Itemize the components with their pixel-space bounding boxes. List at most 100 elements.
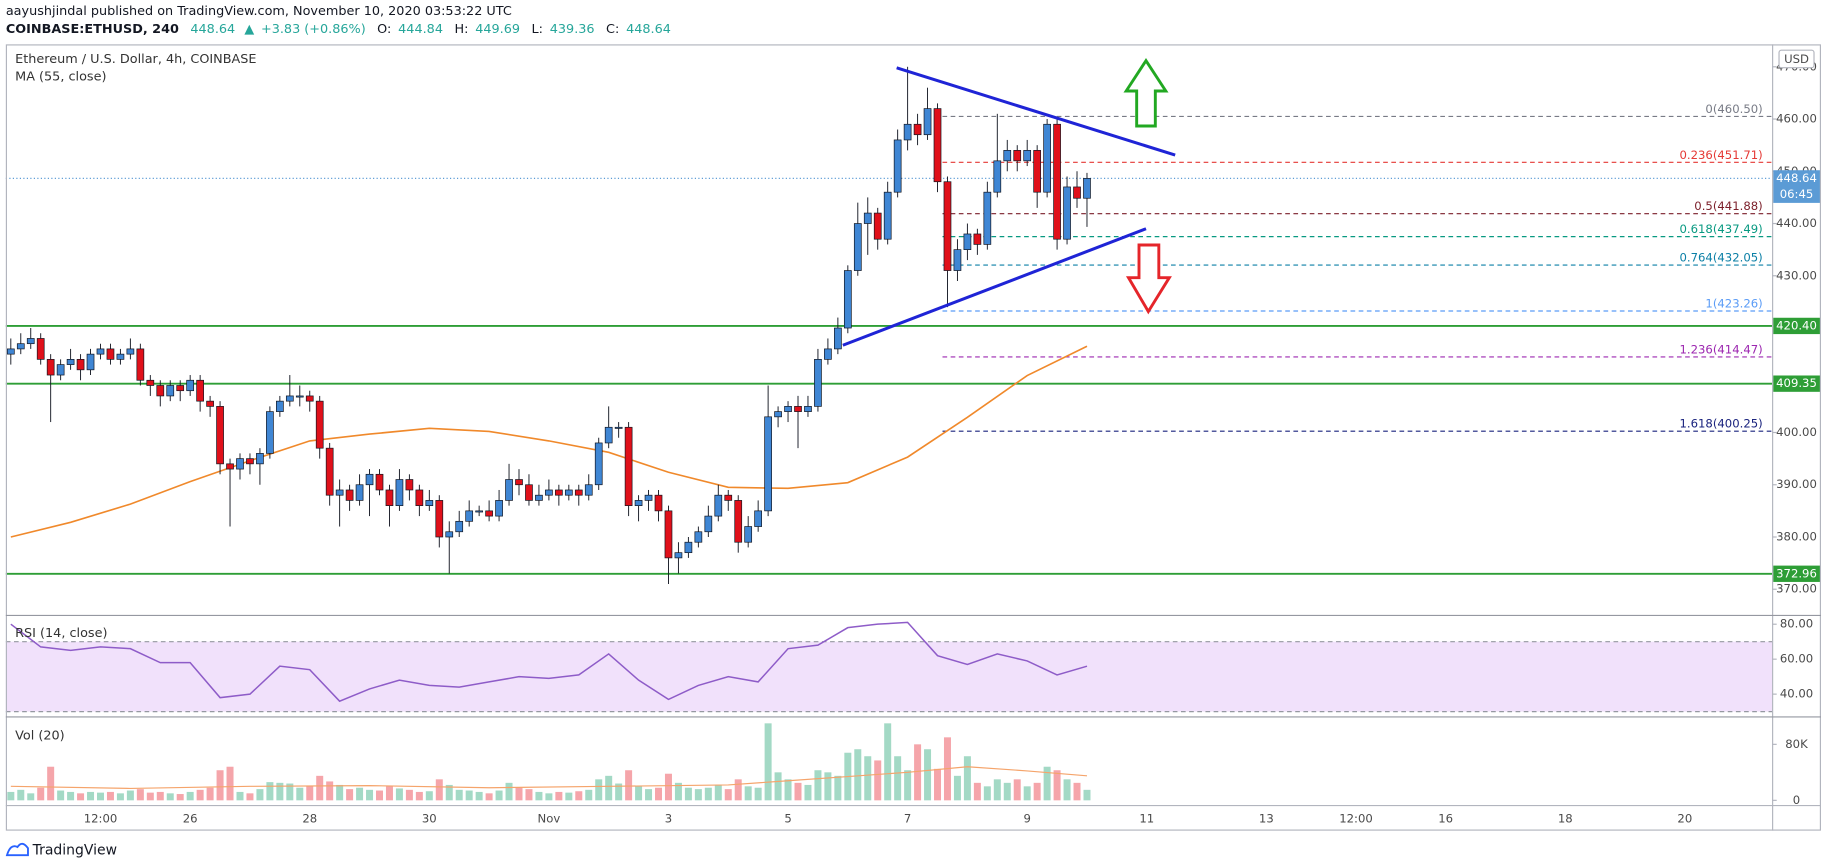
x-tick-label: 7 (904, 811, 911, 825)
volume-bar (1053, 770, 1061, 801)
volume-bar (625, 770, 633, 801)
volume-bar (435, 779, 443, 801)
candle-body (983, 191, 992, 245)
volume-bar (724, 789, 732, 801)
volume-bar (894, 756, 902, 801)
level-label: 409.35 (1776, 376, 1817, 390)
candle-body (684, 541, 693, 554)
candle-body (903, 123, 912, 141)
volume-bar (914, 744, 922, 801)
volume-bar (495, 790, 503, 801)
y-tick-label: 400.00 (1776, 425, 1817, 439)
candle-body (475, 510, 483, 513)
y-tick-label: 80K (1785, 737, 1808, 751)
volume-bar (196, 789, 204, 801)
main-legend: Ethereum / U.S. Dollar, 4h, COINBASE (15, 52, 256, 67)
ohlc-value: 444.84 (398, 22, 443, 37)
volume-bar (136, 789, 144, 801)
candle-body (295, 395, 304, 398)
volume-bar (346, 789, 354, 801)
panes: 12:00262830Nov3579111312:00161820470.004… (5, 49, 1822, 826)
candle-body (564, 489, 573, 496)
volume-bar (37, 787, 45, 801)
volume-bar (246, 793, 254, 801)
y-tick-label: 430.00 (1776, 268, 1817, 282)
x-tick-label: 28 (302, 811, 317, 825)
volume-bar (924, 749, 932, 801)
candle-body (1003, 150, 1012, 162)
volume-bar (704, 787, 712, 801)
volume-bar (366, 789, 374, 801)
candle-body (584, 484, 593, 496)
volume-bar (645, 789, 653, 801)
y-tick-label: 0 (1793, 793, 1800, 807)
volume-bar (126, 790, 134, 801)
candle-body (16, 343, 25, 350)
volume-bar (356, 787, 364, 801)
candle-body (814, 359, 822, 407)
candle-body (196, 379, 204, 402)
trendline (842, 227, 1147, 347)
y-tick-label: 80.00 (1780, 617, 1813, 631)
byline: aayushjindal published on TradingView.co… (6, 4, 512, 19)
volume-bar (146, 792, 154, 801)
candle-body (624, 426, 633, 506)
volume-bar (565, 792, 573, 801)
volume-bar (963, 756, 971, 801)
candle-body (694, 531, 703, 543)
candle-body (46, 359, 55, 376)
candle-body (256, 453, 264, 465)
volume-bar (415, 791, 423, 801)
volume-bar (475, 791, 483, 801)
volume-bar (784, 779, 792, 801)
candle-body (345, 489, 354, 501)
y-tick-label: 40.00 (1780, 687, 1813, 701)
candle-body (535, 494, 543, 501)
candle-body (973, 233, 982, 245)
volume-bar (87, 791, 95, 801)
currency-box (1778, 49, 1815, 69)
volume-bar (884, 723, 892, 801)
vol-legend: Vol (20) (15, 729, 65, 744)
candle-body (455, 520, 464, 533)
ohlc-label: C: (606, 22, 619, 37)
candle-body (515, 479, 523, 486)
candle-body (415, 489, 424, 506)
x-tick-label: 26 (183, 811, 198, 825)
candle-body (923, 108, 932, 136)
candle-body (6, 348, 15, 355)
volume-bar (186, 791, 194, 801)
volume-bar (505, 782, 513, 801)
change: +3.83 (+0.86%) (261, 22, 366, 37)
volume-bar (983, 786, 991, 801)
ma-legend: MA (55, close) (15, 69, 106, 84)
symbol-line: COINBASE:ETHUSD, 240 448.64 ▲ +3.83 (+0.… (6, 22, 671, 37)
volume-bar (455, 789, 463, 801)
x-tick-label: 11 (1139, 811, 1154, 825)
level-label: 372.96 (1776, 566, 1817, 580)
volume-bar (27, 793, 35, 801)
candle-body (226, 463, 234, 470)
countdown: 06:45 (1780, 187, 1814, 201)
fib-label: 1.236(414.47) (1679, 342, 1762, 356)
volume-bar (1033, 782, 1041, 801)
volume-bar (236, 791, 244, 801)
ohlc-label: H: (454, 22, 468, 37)
x-tick-label: 9 (1023, 811, 1030, 825)
volume-bar (216, 770, 224, 801)
volume-bar (525, 789, 533, 801)
candle-body (704, 515, 713, 533)
symbol: COINBASE:ETHUSD, 240 (6, 22, 179, 37)
x-tick-label: 20 (1677, 811, 1692, 825)
rsi-legend: RSI (14, close) (15, 626, 107, 641)
volume-bar (754, 787, 762, 801)
volume-bar (635, 786, 643, 801)
candle-body (963, 233, 972, 251)
frame (5, 44, 1822, 831)
logo (5, 842, 29, 857)
level-label: 420.40 (1776, 318, 1817, 332)
volume-bar (57, 790, 65, 801)
candle-body (375, 473, 384, 491)
candle-body (66, 359, 75, 365)
volume-bar (47, 766, 55, 801)
